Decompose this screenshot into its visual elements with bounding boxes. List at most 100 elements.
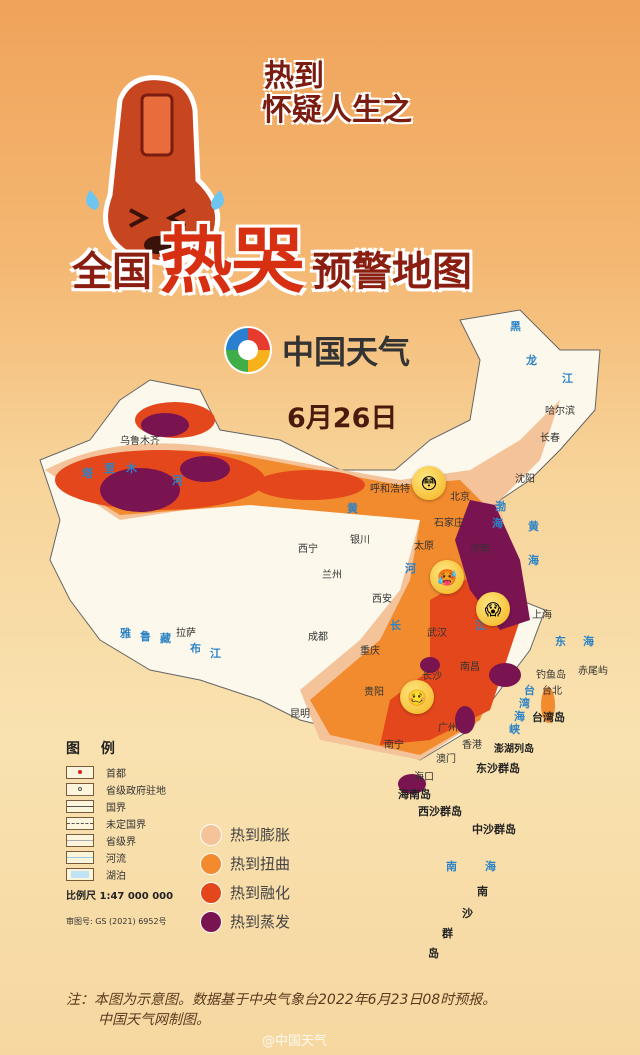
capital-symbol-icon	[66, 766, 94, 779]
city-label: 长沙	[422, 671, 442, 682]
provincial-border-symbol-icon	[66, 834, 94, 847]
city-label: 兰州	[322, 570, 342, 581]
heat-swatch	[200, 823, 222, 846]
footnote-line2: 中国天气网制图。	[98, 1012, 210, 1028]
sea-label: 东	[555, 635, 566, 648]
city-label: 哈尔滨	[545, 406, 575, 417]
city-label: 长春	[540, 433, 560, 444]
heat-zone-evaporate	[141, 413, 189, 437]
page-title: 全国 热哭 预警地图	[72, 225, 472, 297]
heat-level-label: 热到膨胀	[230, 826, 291, 844]
legend-item-national-border: 国界	[66, 798, 173, 815]
heat-level-item: 热到蒸发	[200, 907, 290, 936]
island-label: 沙	[462, 907, 473, 920]
city-label: 重庆	[360, 646, 380, 657]
screaming-emoji-icon: 😱	[476, 592, 510, 626]
city-label: 上海	[532, 610, 552, 621]
title-prefix: 全国	[72, 249, 152, 295]
city-label: 西安	[372, 594, 392, 605]
river-label: 河	[172, 474, 183, 487]
heat-level-item: 热到膨胀	[200, 820, 290, 849]
heat-level-item: 热到扭曲	[200, 849, 290, 878]
strait-label: 峡	[509, 723, 520, 736]
city-label: 海口	[414, 772, 434, 783]
city-label: 银川	[350, 535, 370, 546]
taiwan-island	[541, 687, 555, 723]
heat-level-item: 热到融化	[200, 878, 290, 907]
sea-label: 海	[528, 554, 539, 567]
thermometer-mascot	[86, 75, 224, 266]
legend-item-capital: 首都	[66, 764, 173, 781]
heat-zone-evaporate	[489, 663, 521, 687]
woozy-emoji-icon: 🥴	[400, 680, 434, 714]
title-suffix: 预警地图	[312, 249, 473, 295]
river-symbol-icon	[66, 851, 94, 864]
legend-item-river: 河流	[66, 849, 173, 866]
island-label: 东沙群岛	[476, 762, 520, 775]
city-label: 太原	[414, 541, 434, 552]
heat-swatch	[200, 881, 222, 904]
river-label: 黄	[347, 502, 358, 515]
heat-zone-twist	[55, 450, 515, 755]
city-label: 北京	[450, 492, 470, 503]
heat-swatch	[200, 852, 222, 875]
river-label: 江	[475, 619, 486, 632]
legend-label: 河流	[106, 854, 126, 865]
legend-item-undetermined-border: 未定国界	[66, 815, 173, 832]
city-label: 台北	[542, 686, 562, 697]
legend-item-provincial-border: 省级界	[66, 832, 173, 849]
lake-symbol-icon	[66, 868, 94, 881]
national-border-symbol-icon	[66, 800, 94, 813]
legend-title: 图 例	[66, 741, 123, 757]
heat-zone-melt	[255, 470, 365, 500]
city-label: 济南	[470, 544, 490, 555]
city-label: 昆明	[290, 709, 310, 720]
city-label: 贵阳	[364, 687, 384, 698]
heat-level-legend: 热到膨胀 热到扭曲 热到融化 热到蒸发	[200, 820, 290, 936]
heat-zone-evaporate	[180, 456, 230, 482]
legend-label: 湖泊	[106, 871, 126, 882]
heat-level-label: 热到融化	[230, 884, 291, 902]
island-label: 赤尾屿	[578, 666, 608, 677]
island-label: 澎湖列岛	[494, 744, 534, 755]
logo-text: 中国天气	[282, 333, 411, 371]
title-line1: 热到	[264, 59, 324, 94]
heat-level-label: 热到扭曲	[230, 855, 291, 873]
title-highlight: 热哭	[160, 219, 305, 303]
sea-label: 南	[446, 860, 457, 873]
river-label: 河	[405, 562, 416, 575]
river-label: 里	[104, 462, 115, 475]
river-label: 布	[190, 642, 201, 655]
city-label: 沈阳	[515, 474, 535, 485]
sea-label: 渤	[495, 500, 506, 513]
river-label: 鲁	[140, 630, 151, 643]
shocked-emoji-icon: 😳	[412, 466, 446, 500]
brand-logo: 中国天气	[222, 324, 410, 376]
river-label: 黑	[510, 320, 521, 333]
legend-label: 未定国界	[106, 820, 146, 831]
undetermined-border-symbol-icon	[66, 817, 94, 830]
heat-zone-evaporate	[455, 706, 475, 734]
weibo-watermark: @中国天气	[262, 1034, 328, 1049]
river-label: 藏	[160, 632, 171, 645]
hot-face-emoji-icon: 🥵	[430, 560, 464, 594]
river-label: 长	[390, 619, 401, 632]
heat-zone-evaporate	[420, 657, 440, 673]
city-label: 石家庄	[434, 518, 464, 529]
map-date: 6月26日	[287, 403, 398, 434]
island-label: 岛	[428, 947, 439, 960]
island-label: 钓鱼岛	[536, 670, 566, 681]
city-label: 成都	[308, 632, 328, 643]
river-label: 雅	[120, 627, 131, 640]
legend-item-lake: 湖泊	[66, 866, 173, 883]
footnote: 注：本图为示意图。数据基于中央气象台2022年6月23日08时预报。 中国天气网…	[66, 990, 496, 1030]
legend-label: 省级政府驻地	[106, 786, 166, 797]
legend-item-provincial-capital: 省级政府驻地	[66, 781, 173, 798]
strait-label: 湾	[519, 697, 530, 710]
strait-label: 海	[514, 710, 525, 723]
legend-label: 首都	[106, 769, 126, 780]
city-label: 呼和浩特	[370, 484, 410, 495]
legend-label: 省级界	[106, 837, 136, 848]
heat-zone-evaporate	[398, 774, 426, 794]
island-label: 台湾岛	[532, 711, 565, 724]
